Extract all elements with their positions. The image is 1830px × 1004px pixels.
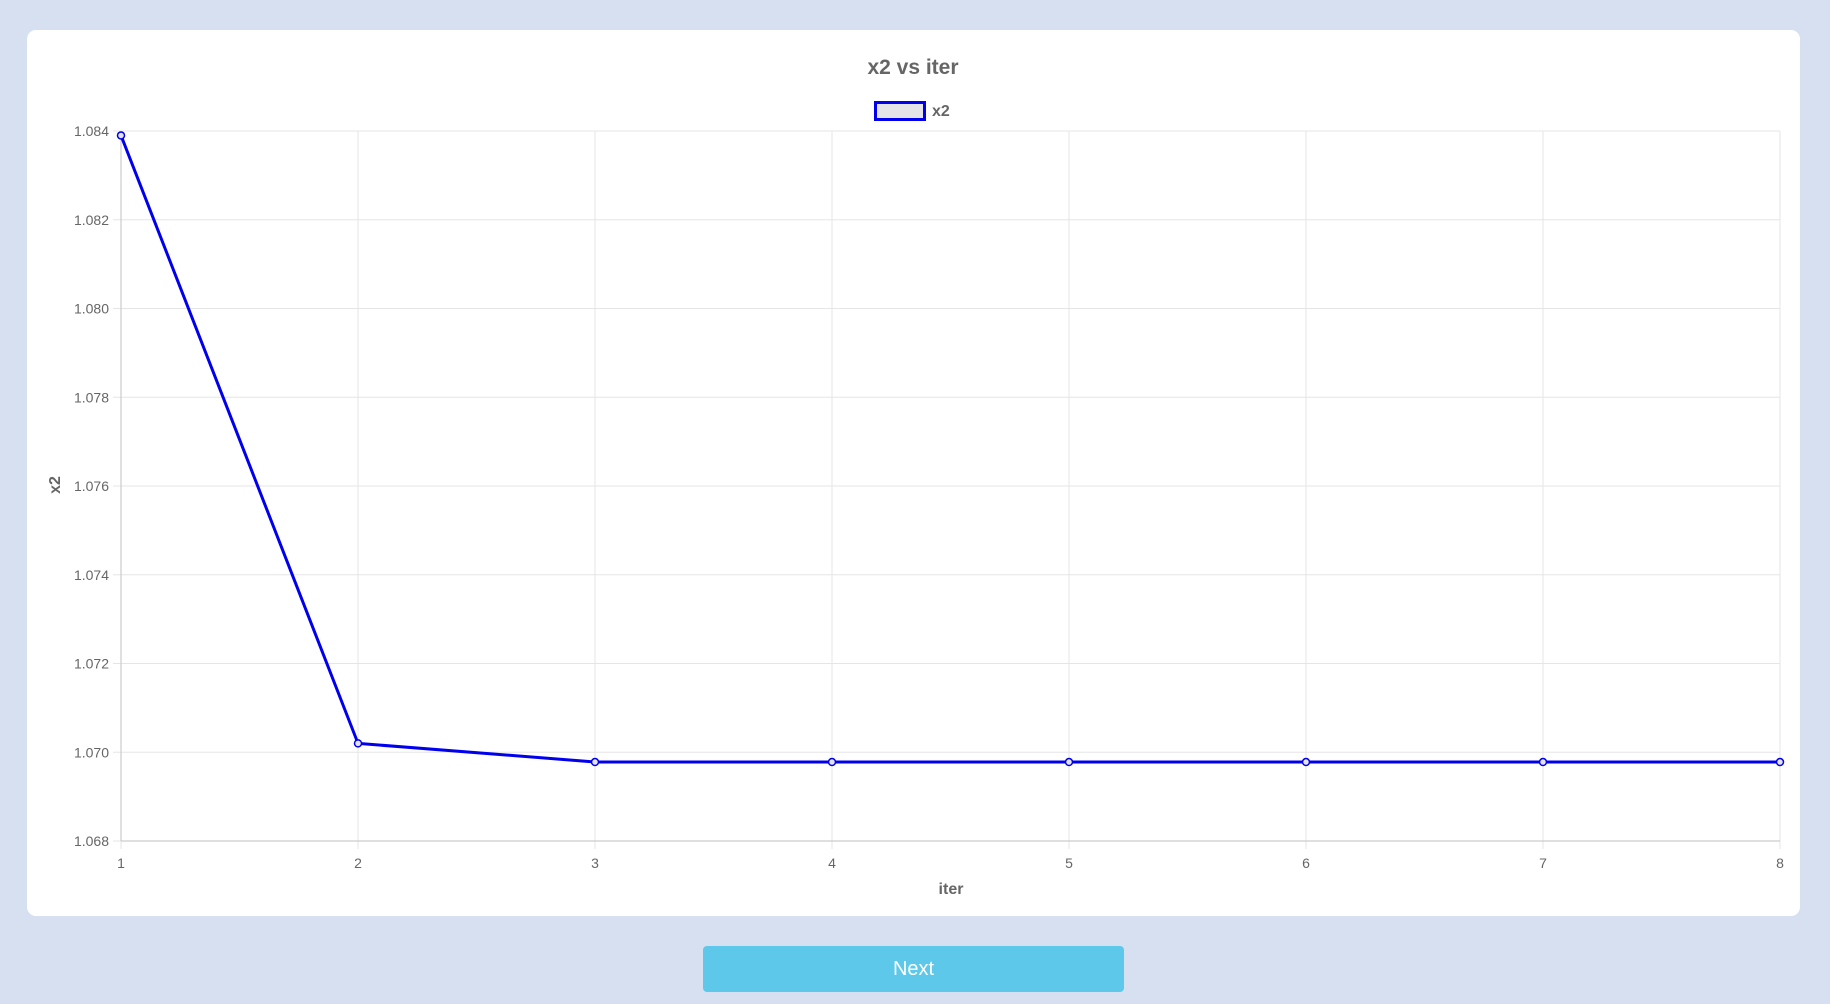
- data-point-x2: [1301, 757, 1311, 767]
- legend-label-x2[interactable]: x2: [932, 103, 950, 120]
- data-point-x2: [353, 739, 363, 748]
- x-tick-label: 1: [117, 855, 125, 871]
- data-point-x2: [1538, 757, 1548, 767]
- data-point-x2: [1064, 757, 1074, 767]
- data-point-x2: [827, 757, 837, 767]
- legend-swatch-x2[interactable]: [874, 101, 926, 121]
- x-tick-label: 2: [354, 855, 362, 871]
- next-button[interactable]: Next: [703, 946, 1124, 992]
- data-point-x2: [1775, 757, 1785, 767]
- y-axis-title: x2: [47, 476, 64, 494]
- legend[interactable]: x2: [874, 101, 950, 121]
- x-tick-label: 6: [1302, 855, 1310, 871]
- chart-title: x2 vs iter: [867, 56, 958, 79]
- data-point-x2: [116, 131, 126, 140]
- chart-tick-labels: 1 2 3 4 5 6 7 8 1.068 1.070 1.072 1.074 1.076 1.078 1.…: [74, 123, 1784, 871]
- series-line-x2: [119, 134, 1780, 764]
- chart-series: [116, 131, 1785, 767]
- x-tick-label: 4: [828, 855, 836, 871]
- y-tick-label: 1.074: [74, 567, 109, 583]
- y-tick-label: 1.084: [74, 123, 109, 139]
- x-axis-title: iter: [939, 881, 964, 898]
- y-tick-label: 1.068: [74, 833, 109, 849]
- y-tick-label: 1.082: [74, 212, 109, 228]
- chart-card: [27, 30, 1800, 916]
- y-tick-label: 1.070: [74, 744, 109, 760]
- y-tick-label: 1.072: [74, 656, 109, 672]
- y-tick-label: 1.080: [74, 301, 109, 317]
- x-tick-label: 8: [1776, 855, 1784, 871]
- x-tick-label: 3: [591, 855, 599, 871]
- y-tick-label: 1.076: [74, 478, 109, 494]
- data-point-x2: [590, 757, 600, 767]
- x-tick-label: 5: [1065, 855, 1073, 871]
- x-tick-label: 7: [1539, 855, 1547, 871]
- y-tick-label: 1.078: [74, 389, 109, 405]
- chart-grid: [113, 130, 1781, 849]
- chart-axes: [120, 131, 1780, 842]
